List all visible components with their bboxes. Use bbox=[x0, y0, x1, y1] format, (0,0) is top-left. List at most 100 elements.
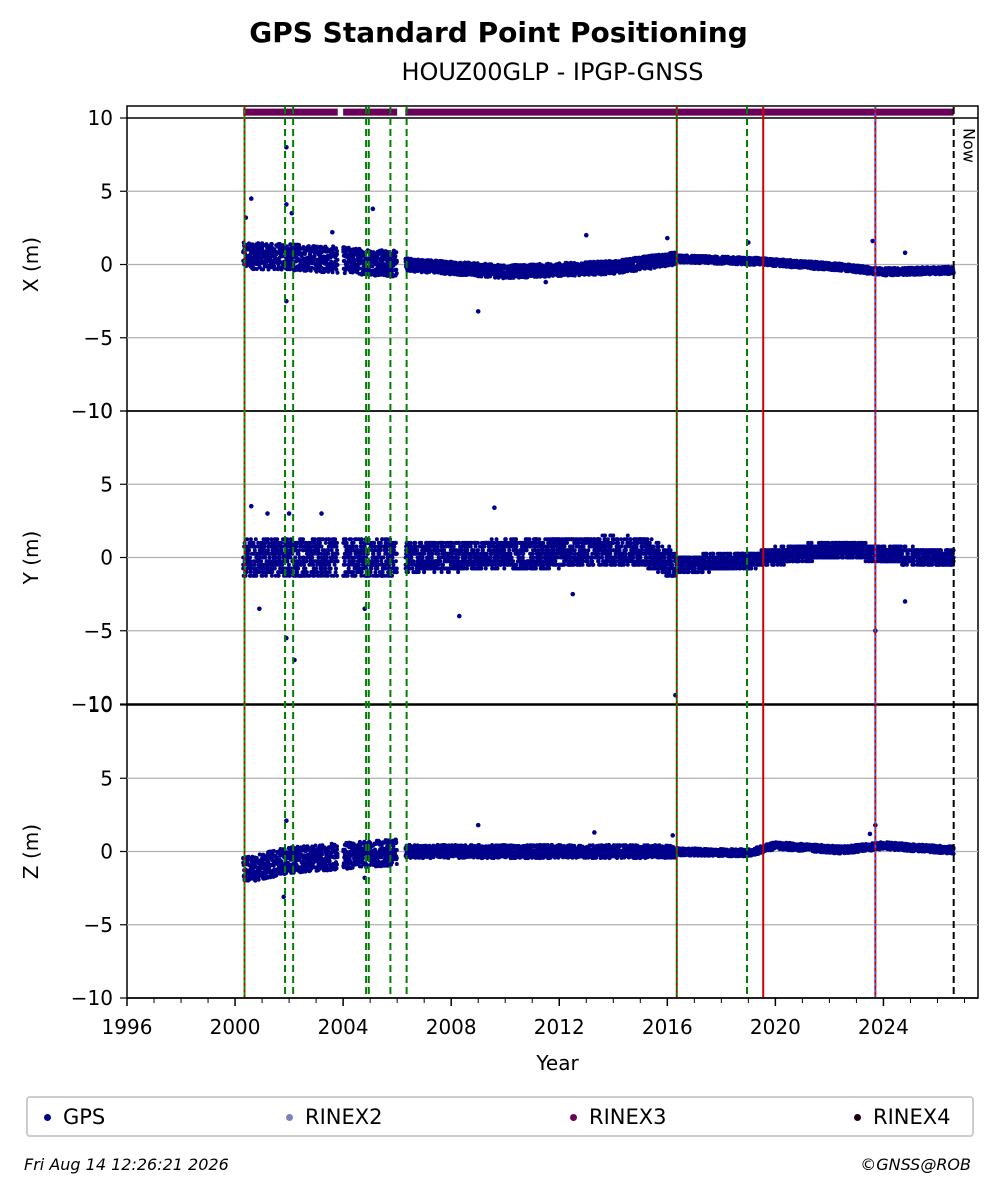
data-point bbox=[254, 573, 259, 578]
data-point bbox=[279, 540, 284, 545]
data-point bbox=[295, 570, 300, 575]
data-point bbox=[254, 267, 259, 271]
data-point bbox=[327, 562, 332, 567]
data-point bbox=[262, 544, 267, 549]
data-point bbox=[335, 257, 340, 262]
data-point bbox=[335, 262, 340, 267]
data-point bbox=[345, 573, 350, 578]
ytick-label-x: −5 bbox=[84, 326, 113, 350]
data-point bbox=[302, 562, 306, 567]
data-point bbox=[342, 562, 347, 567]
data-point bbox=[346, 566, 351, 571]
data-point bbox=[280, 562, 285, 567]
outlier-point bbox=[665, 235, 670, 241]
data-point bbox=[342, 258, 347, 263]
data-point bbox=[316, 548, 321, 553]
data-point bbox=[297, 548, 302, 553]
data-point bbox=[334, 555, 338, 560]
data-point bbox=[335, 270, 340, 275]
data-point bbox=[301, 537, 305, 542]
data-point bbox=[323, 540, 328, 545]
outlier-point bbox=[870, 238, 875, 244]
data-point bbox=[267, 555, 272, 560]
data-point bbox=[335, 548, 339, 553]
outlier-point bbox=[902, 250, 908, 256]
data-point bbox=[319, 544, 324, 549]
data-point bbox=[296, 566, 301, 571]
data-point bbox=[279, 548, 284, 553]
data-point bbox=[370, 264, 375, 269]
data-point bbox=[376, 273, 381, 278]
outlier-point bbox=[370, 206, 376, 212]
data-point bbox=[264, 573, 268, 578]
data-point bbox=[329, 259, 334, 264]
data-point bbox=[275, 537, 280, 542]
data-point bbox=[333, 570, 338, 575]
data-point bbox=[467, 261, 472, 266]
data-point bbox=[318, 263, 322, 268]
data-point bbox=[287, 267, 292, 272]
ytick-label-x: 5 bbox=[100, 179, 113, 203]
data-point bbox=[323, 566, 328, 571]
data-point bbox=[272, 264, 277, 269]
data-point bbox=[270, 570, 275, 575]
data-point bbox=[301, 555, 306, 560]
data-point bbox=[335, 540, 339, 545]
data-point bbox=[307, 573, 312, 578]
data-point bbox=[245, 537, 250, 542]
data-point bbox=[286, 562, 291, 567]
outlier-point bbox=[475, 309, 481, 314]
data-point bbox=[327, 570, 332, 575]
chart-subtitle: HOUZ00GLP - IPGP-GNSS bbox=[401, 58, 704, 86]
data-point bbox=[335, 252, 339, 257]
data-point bbox=[251, 540, 256, 545]
series-gps-x bbox=[241, 145, 956, 314]
data-point bbox=[348, 551, 353, 556]
data-point bbox=[344, 540, 349, 545]
outlier-point bbox=[543, 279, 549, 285]
outlier-point bbox=[248, 196, 254, 201]
data-point bbox=[393, 254, 398, 259]
data-point bbox=[276, 573, 281, 578]
ytick-label-x: 10 bbox=[88, 106, 113, 130]
data-point bbox=[335, 559, 340, 564]
data-point bbox=[303, 566, 308, 571]
data-point bbox=[324, 555, 329, 560]
data-point bbox=[394, 271, 399, 276]
data-point bbox=[328, 566, 333, 571]
data-point bbox=[332, 562, 337, 567]
series-gps-y bbox=[241, 503, 956, 698]
data-point bbox=[287, 573, 292, 578]
data-point bbox=[249, 562, 254, 567]
data-point bbox=[247, 548, 251, 553]
data-point bbox=[330, 270, 335, 275]
data-point bbox=[273, 555, 278, 560]
data-point bbox=[351, 255, 356, 260]
data-point bbox=[304, 559, 309, 564]
data-point bbox=[272, 566, 277, 571]
ytick-label-x: 0 bbox=[100, 253, 113, 277]
data-point bbox=[351, 540, 356, 545]
data-point bbox=[318, 540, 322, 545]
data-point bbox=[288, 555, 293, 560]
data-point bbox=[343, 537, 348, 542]
data-point bbox=[304, 570, 309, 575]
ylabel-x: X (m) bbox=[19, 237, 43, 292]
data-point bbox=[257, 252, 262, 257]
data-point bbox=[261, 267, 266, 272]
data-point bbox=[280, 254, 285, 259]
data-point bbox=[248, 570, 253, 575]
data-point bbox=[342, 559, 347, 564]
data-point bbox=[351, 570, 356, 575]
data-point bbox=[294, 544, 299, 549]
panel-y bbox=[120, 410, 978, 705]
data-point bbox=[335, 249, 339, 254]
data-point bbox=[310, 555, 315, 560]
data-point bbox=[259, 559, 264, 564]
data-point bbox=[269, 242, 274, 247]
data-point bbox=[540, 263, 545, 268]
data-point bbox=[319, 245, 324, 250]
chart-title: GPS Standard Point Positioning bbox=[249, 16, 748, 49]
data-point bbox=[246, 551, 250, 556]
